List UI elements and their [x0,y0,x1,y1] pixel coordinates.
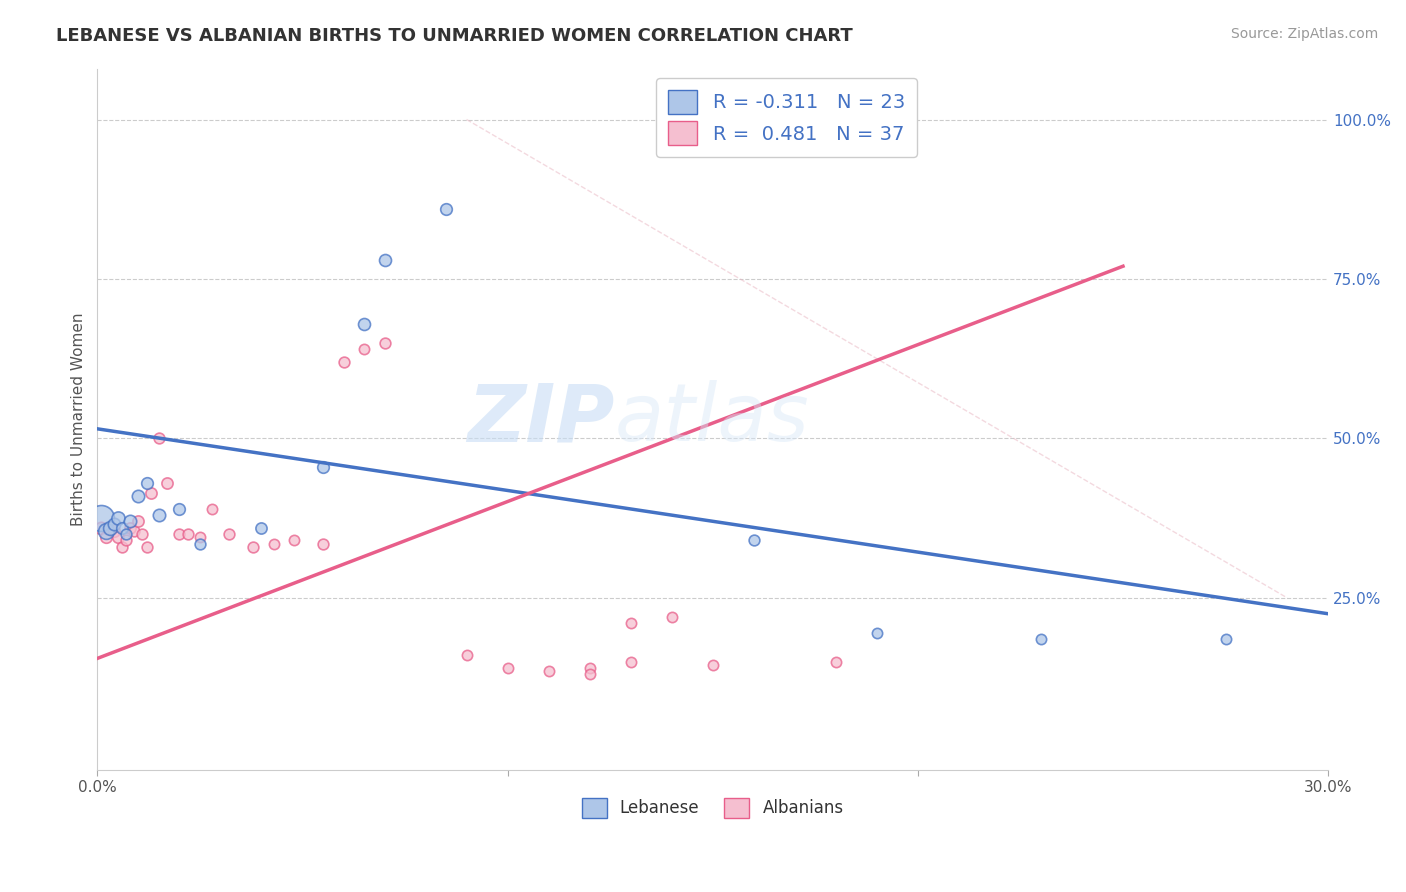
Y-axis label: Births to Unmarried Women: Births to Unmarried Women [72,312,86,526]
Point [353,317,375,331]
Point [353,342,375,356]
Point [135,540,157,554]
Point [434,202,457,216]
Point [373,335,395,350]
Point [115,527,138,541]
Point [661,610,683,624]
Point [120,514,142,528]
Point [578,661,600,675]
Point [103,524,125,538]
Point [148,431,170,445]
Point [169,501,191,516]
Point [127,514,149,528]
Point [218,527,240,541]
Point [120,521,142,535]
Text: Source: ZipAtlas.com: Source: ZipAtlas.com [1230,27,1378,41]
Point [742,533,765,548]
Point [90,511,112,525]
Point [866,626,889,640]
Point [1029,632,1052,647]
Point [115,533,138,548]
Point [312,536,335,550]
Text: LEBANESE VS ALBANIAN BIRTHS TO UNMARRIED WOMEN CORRELATION CHART: LEBANESE VS ALBANIAN BIRTHS TO UNMARRIED… [56,27,853,45]
Point [98,521,121,535]
Point [242,540,264,554]
Text: atlas: atlas [614,380,808,458]
Legend: Lebanese, Albanians: Lebanese, Albanians [575,791,851,825]
Point [111,521,134,535]
Point [332,355,354,369]
Point [156,476,179,491]
Point [496,661,519,675]
Point [312,460,335,475]
Point [90,521,112,535]
Point [824,655,846,669]
Point [94,530,117,544]
Point [124,524,146,538]
Point [373,252,395,267]
Point [1215,632,1237,647]
Point [98,521,121,535]
Point [620,616,643,631]
Point [139,485,162,500]
Text: ZIP: ZIP [467,380,614,458]
Point [148,508,170,522]
Point [176,527,198,541]
Point [201,501,224,516]
Point [107,530,129,544]
Point [188,530,211,544]
Point [94,524,117,538]
Point [127,489,149,503]
Point [169,527,191,541]
Point [620,655,643,669]
Point [188,536,211,550]
Point [578,667,600,681]
Point [263,536,285,550]
Point [283,533,305,548]
Point [107,511,129,525]
Point [131,527,153,541]
Point [250,521,273,535]
Point [537,664,560,678]
Point [456,648,478,663]
Point [103,517,125,532]
Point [702,657,724,672]
Point [135,476,157,491]
Point [111,540,134,554]
